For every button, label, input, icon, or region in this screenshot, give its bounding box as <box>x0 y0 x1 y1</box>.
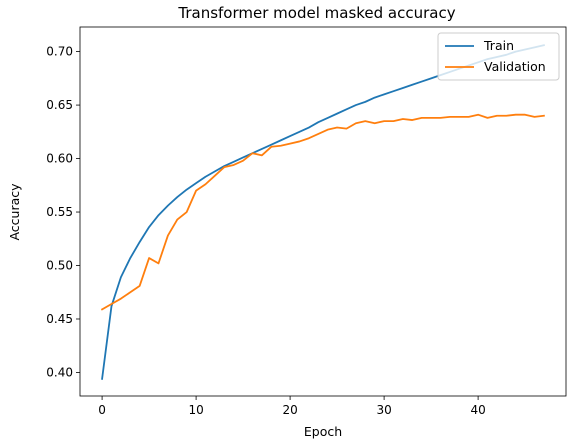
legend: Train Validation <box>437 32 560 81</box>
x-tick-label: 20 <box>282 403 297 417</box>
y-tick-label: 0.65 <box>46 98 73 112</box>
y-tick-label: 0.45 <box>46 312 73 326</box>
legend-label-train: Train <box>483 38 514 53</box>
y-tick-label: 0.40 <box>46 365 73 379</box>
y-tick-label: 0.70 <box>46 45 73 59</box>
y-tick-label: 0.55 <box>46 205 73 219</box>
legend-label-validation: Validation <box>484 59 546 74</box>
y-axis: 0.40 0.45 0.50 0.55 0.60 0.65 0.70 <box>46 45 80 379</box>
x-axis: 0 10 20 30 40 <box>98 396 486 417</box>
series-line-validation <box>100 113 545 311</box>
plot-frame <box>79 26 567 397</box>
x-tick-label: 0 <box>98 403 106 417</box>
plot-lines <box>100 44 545 380</box>
x-tick-label: 30 <box>376 403 391 417</box>
legend-box <box>437 32 560 81</box>
chart-title: Transformer model masked accuracy <box>177 4 455 22</box>
x-tick-label: 10 <box>188 403 203 417</box>
y-axis-label: Accuracy <box>7 183 22 241</box>
y-tick-label: 0.50 <box>46 259 73 273</box>
x-tick-label: 40 <box>470 403 485 417</box>
x-axis-label: Epoch <box>304 424 342 439</box>
y-tick-label: 0.60 <box>46 152 73 166</box>
series-line-train <box>101 44 545 380</box>
